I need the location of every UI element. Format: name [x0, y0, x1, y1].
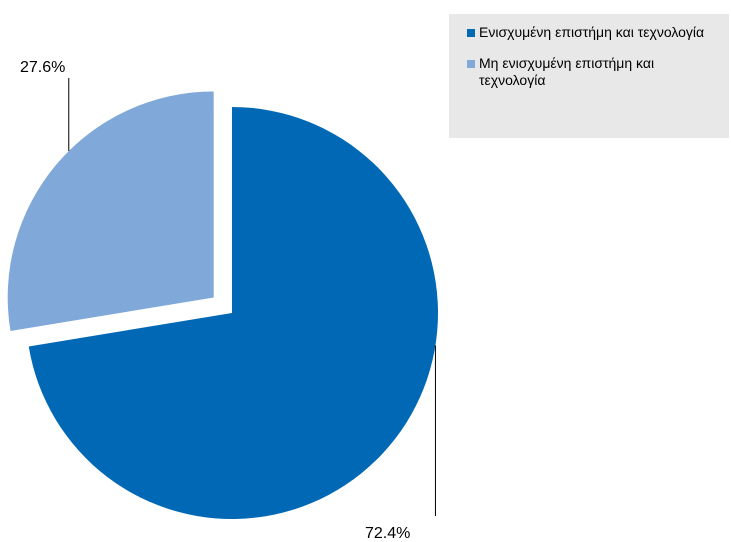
legend-item-enhanced: Ενισχυμένη επιστήμη και τεχνολογία	[467, 24, 719, 41]
legend: Ενισχυμένη επιστήμη και τεχνολογία Μη εν…	[449, 14, 729, 138]
legend-label-enhanced: Ενισχυμένη επιστήμη και τεχνολογία	[479, 24, 705, 40]
legend-item-non-enhanced: Μη ενισχυμένη επιστήμη και τεχνολογία	[467, 55, 719, 89]
legend-label-non-enhanced: Μη ενισχυμένη επιστήμη και τεχνολογία	[479, 55, 655, 88]
legend-swatch-non-enhanced	[467, 60, 475, 68]
pie-slice-1	[28, 107, 438, 519]
legend-swatch-enhanced	[467, 29, 475, 37]
leader-lines	[68, 78, 436, 516]
pie-slices	[7, 91, 438, 519]
data-label-slice-2: 27.6%	[20, 59, 65, 76]
pie-slice-2	[7, 91, 214, 331]
data-label-slice-1: 72.4%	[365, 525, 410, 542]
